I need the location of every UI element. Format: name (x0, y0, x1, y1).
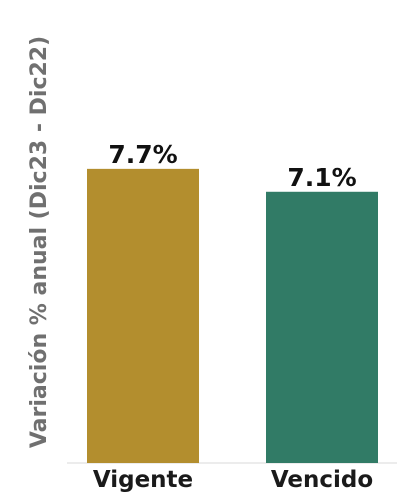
bar-vigente (87, 168, 199, 464)
x-tick-label-vigente: Vigente (93, 467, 193, 493)
data-label-vigente: 7.7% (108, 140, 177, 169)
data-label-vencido: 7.1% (287, 163, 356, 192)
x-tick-label-vencido: Vencido (271, 467, 373, 493)
y-axis-title: Variación % anual (Dic23 - Dic22) (27, 36, 52, 448)
chart-marks: 7.7% Vigente 7.1% Vencido (87, 140, 378, 493)
bar-vencido (266, 191, 378, 463)
